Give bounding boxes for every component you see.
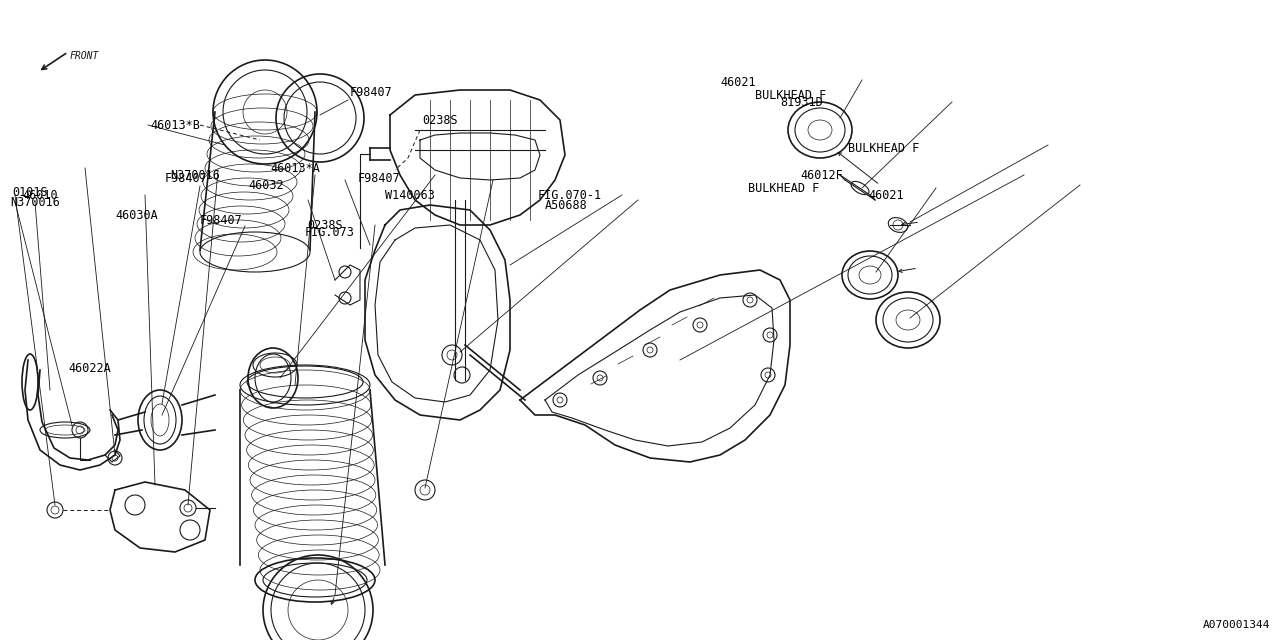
Text: 0101S: 0101S [12,186,47,198]
Text: 46012F: 46012F [800,168,842,182]
Text: N370016: N370016 [10,195,60,209]
Text: F98407: F98407 [349,86,393,99]
Text: A070001344: A070001344 [1202,620,1270,630]
Text: 46021: 46021 [868,189,904,202]
Text: 46032: 46032 [248,179,284,191]
Text: 81931D: 81931D [780,95,823,109]
Text: F98407: F98407 [165,172,207,184]
Text: F98407: F98407 [358,172,401,184]
Text: A50688: A50688 [545,198,588,211]
Text: 46030A: 46030A [115,209,157,221]
Text: FIG.073: FIG.073 [305,225,355,239]
Text: 0238S: 0238S [422,113,458,127]
Text: F98407: F98407 [200,214,243,227]
Text: BULKHEAD F: BULKHEAD F [755,88,827,102]
Text: 46013*B: 46013*B [150,118,200,131]
Text: 46022A: 46022A [68,362,111,374]
Text: 46010: 46010 [22,189,58,202]
Text: FRONT: FRONT [70,51,100,61]
Text: BULKHEAD F: BULKHEAD F [849,141,919,154]
Text: 0238S: 0238S [307,218,343,232]
Text: N370016: N370016 [170,168,220,182]
Text: 46013*A: 46013*A [270,161,320,175]
Text: FIG.070-1: FIG.070-1 [538,189,602,202]
Text: 46021: 46021 [719,76,755,88]
Text: BULKHEAD F: BULKHEAD F [748,182,819,195]
Text: W140063: W140063 [385,189,435,202]
